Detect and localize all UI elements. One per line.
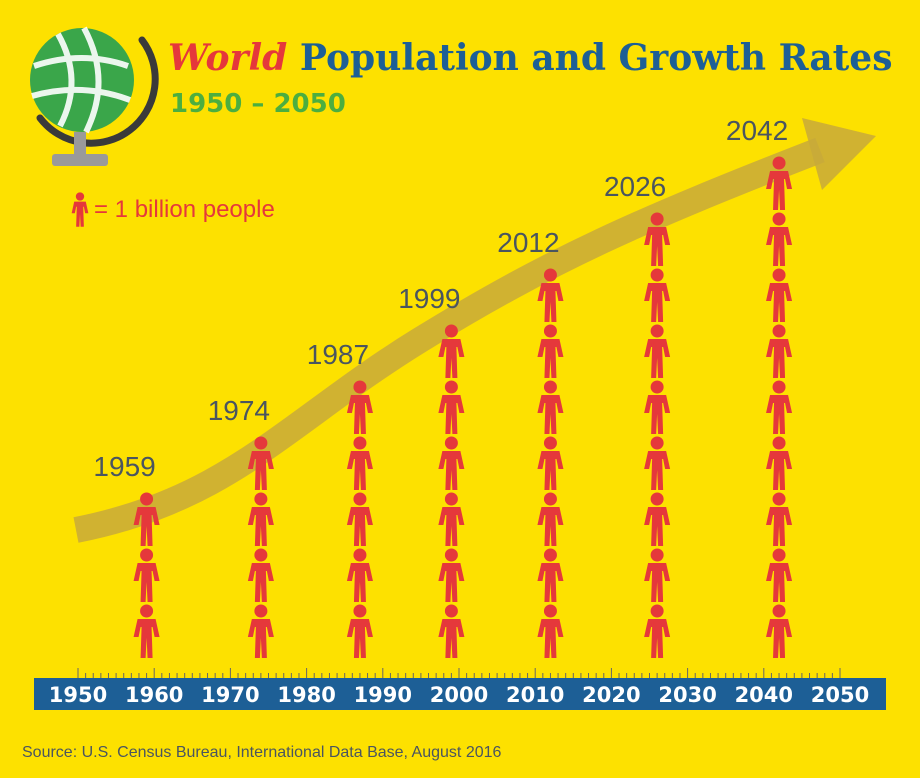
person-icon (438, 436, 465, 490)
axis-tick-label: 1970 (201, 683, 259, 707)
milestone-year-label: 1959 (93, 451, 155, 482)
legend-label: = 1 billion people (94, 196, 275, 223)
population-column-2012 (537, 268, 564, 658)
person-icon (71, 192, 89, 227)
person-icon (537, 380, 564, 434)
person-icon (766, 604, 793, 658)
axis-tick-label: 2040 (735, 683, 793, 707)
person-icon (644, 436, 671, 490)
person-icon (346, 548, 373, 602)
person-icon (644, 492, 671, 546)
person-icon (537, 548, 564, 602)
milestone-year-label: 1974 (208, 395, 270, 426)
person-icon (766, 380, 793, 434)
person-icon (644, 268, 671, 322)
person-icon (438, 380, 465, 434)
axis-tick-labels: 1950 1960 1970 1980 1990 2000 2010 2020 2030 2040… (49, 683, 869, 707)
axis-tick-label: 1960 (125, 683, 183, 707)
timeline-axis: 1950 1960 1970 1980 1990 2000 2010 2020 2030 2040… (34, 668, 886, 710)
person-icon (346, 436, 373, 490)
person-icon (644, 548, 671, 602)
person-icon (247, 548, 274, 602)
population-column-1987 (346, 380, 373, 658)
axis-tick-label: 2050 (811, 683, 869, 707)
person-icon (766, 436, 793, 490)
person-icon (644, 604, 671, 658)
axis-tick-label: 2000 (430, 683, 488, 707)
axis-tick-label: 1950 (49, 683, 107, 707)
globe-icon (30, 26, 159, 166)
person-icon (766, 492, 793, 546)
person-icon (644, 324, 671, 378)
person-icon (766, 268, 793, 322)
person-icon (346, 492, 373, 546)
person-icon (438, 604, 465, 658)
person-icon (438, 548, 465, 602)
source-note: Source: U.S. Census Bureau, Internationa… (22, 744, 502, 761)
population-column-1999 (438, 324, 465, 658)
growth-arrow-shaft (73, 137, 825, 543)
milestone-year-label: 1999 (398, 283, 460, 314)
milestone-year-label: 2012 (497, 227, 559, 258)
axis-tick-label: 2020 (582, 683, 640, 707)
axis-tick-label: 2010 (506, 683, 564, 707)
population-column-1959 (133, 492, 160, 658)
growth-arrow (73, 118, 876, 543)
title-accent: World (168, 37, 288, 79)
person-icon (537, 604, 564, 658)
axis-tick-label: 1990 (354, 683, 412, 707)
person-icon (766, 212, 793, 266)
person-icon (133, 604, 160, 658)
milestone-year-label: 2042 (726, 115, 788, 146)
axis-tick-label: 1980 (277, 683, 335, 707)
milestone-year-label: 2026 (604, 171, 666, 202)
population-column-2026 (644, 212, 671, 658)
person-icon (247, 492, 274, 546)
person-icon (247, 604, 274, 658)
person-icon (537, 492, 564, 546)
person-icon (346, 604, 373, 658)
person-icon (537, 324, 564, 378)
title-rest: Population and Growth Rates (287, 37, 893, 79)
person-icon (644, 380, 671, 434)
chart-title: World Population and Growth Rates (168, 36, 892, 80)
milestone-year-label: 1987 (307, 339, 369, 370)
population-column-2042 (766, 156, 793, 658)
legend: = 1 billion people (70, 192, 275, 228)
milestone-year-labels: 1959 1974 1987 1999 2012 2026 2042 (93, 115, 788, 482)
person-icon (438, 492, 465, 546)
person-icon (766, 548, 793, 602)
chart-subtitle: 1950 – 2050 (170, 89, 346, 119)
axis-tick-label: 2030 (658, 683, 716, 707)
person-icon (766, 324, 793, 378)
person-icon (537, 436, 564, 490)
person-icon (133, 548, 160, 602)
axis-minor-ticks (77, 668, 841, 678)
timeline-band (34, 678, 886, 710)
growth-arrow-head (802, 118, 876, 190)
